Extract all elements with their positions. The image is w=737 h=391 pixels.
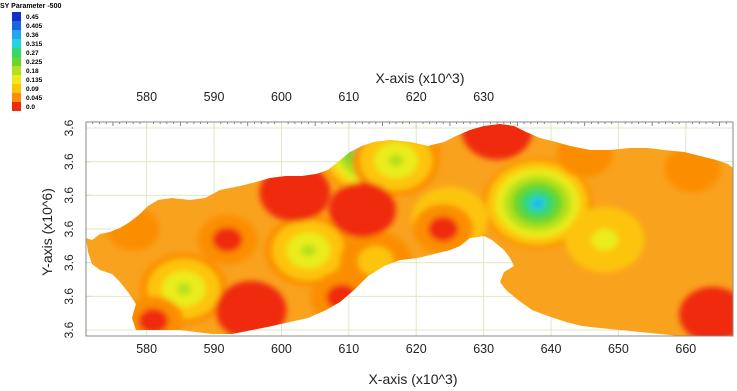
legend-swatch bbox=[12, 48, 21, 57]
x-tick-label-top: 610 bbox=[338, 90, 359, 104]
legend-label: 0.09 bbox=[26, 86, 39, 93]
contour-low-ring bbox=[120, 218, 147, 240]
legend-swatch bbox=[12, 102, 21, 111]
legend-label: 0.315 bbox=[26, 41, 43, 48]
x-axis-title-bottom: X-axis (x10^3) bbox=[368, 371, 457, 387]
x-tick-label-bottom: 640 bbox=[541, 342, 562, 356]
x-tick-label-bottom: 610 bbox=[338, 342, 359, 356]
y-axis-title: Y-axis (x10^6) bbox=[39, 188, 55, 276]
y-tick-label: 3.6 bbox=[62, 254, 76, 271]
x-tick-label-top: 590 bbox=[204, 90, 225, 104]
y-tick-label: 3.6 bbox=[62, 153, 76, 170]
contour-low-ring bbox=[326, 284, 358, 311]
x-tick-label-bottom: 620 bbox=[406, 342, 427, 356]
contour-high-ring bbox=[176, 282, 192, 295]
x-tick-label-top: 600 bbox=[271, 90, 292, 104]
contour-surface bbox=[86, 124, 733, 336]
x-tick-label-top: 580 bbox=[136, 90, 157, 104]
legend-label: 0.225 bbox=[26, 59, 43, 66]
legend-label: 0.0 bbox=[26, 104, 35, 111]
contour-high-ring bbox=[388, 154, 404, 167]
plot-frame bbox=[85, 121, 734, 337]
x-tick-label-bottom: 630 bbox=[473, 342, 494, 356]
axes: X-axis (x10^3) 580 590 600 610 620 630 580 590 60… bbox=[39, 70, 734, 387]
legend-label: 0.27 bbox=[26, 50, 39, 57]
legend-label: 0.135 bbox=[26, 77, 43, 84]
x-tick-label-bottom: 600 bbox=[271, 342, 292, 356]
contour-low-ring bbox=[277, 177, 313, 208]
contour-high-ring bbox=[357, 246, 394, 277]
contour-low-ring bbox=[138, 308, 169, 334]
x-tick-label-top: 620 bbox=[406, 90, 427, 104]
x-tick-label-bottom: 660 bbox=[675, 342, 696, 356]
contour-low-ring bbox=[428, 216, 459, 242]
contour-low-ring bbox=[695, 300, 730, 329]
legend-label: 0.18 bbox=[26, 68, 39, 75]
legend-swatch bbox=[12, 57, 21, 66]
contour-low-ring bbox=[678, 157, 707, 181]
legend-swatch bbox=[12, 84, 21, 93]
contour-high-ring bbox=[533, 199, 542, 207]
contour-low-ring bbox=[233, 295, 269, 325]
legend-swatch bbox=[12, 66, 21, 75]
legend-swatch bbox=[12, 30, 21, 39]
y-tick-label: 3.6 bbox=[62, 220, 76, 237]
contour-high-ring bbox=[591, 228, 619, 251]
legend-swatch bbox=[12, 21, 21, 30]
legend-label: 0.45 bbox=[26, 14, 39, 21]
x-tick-label-top: 630 bbox=[473, 90, 494, 104]
contour-low-ring bbox=[212, 227, 243, 253]
legend-label: 0.045 bbox=[26, 95, 43, 102]
y-tick-label: 3.6 bbox=[62, 119, 76, 136]
x-axis-title-top: X-axis (x10^3) bbox=[375, 70, 464, 86]
contour-low-ring bbox=[345, 195, 380, 224]
legend-swatch bbox=[12, 93, 21, 102]
legend-swatch bbox=[12, 75, 21, 84]
legend-swatch bbox=[12, 39, 21, 48]
legend-title: SY Parameter -500 bbox=[0, 3, 61, 10]
legend-label: 0.36 bbox=[26, 32, 39, 39]
x-tick-label-bottom: 650 bbox=[608, 342, 629, 356]
legend-label: 0.405 bbox=[26, 23, 43, 30]
legend-swatch bbox=[12, 12, 21, 21]
contour-low-ring bbox=[570, 142, 599, 166]
color-legend: SY Parameter -500 0.45 0.405 0.36 0.315 0.27 0… bbox=[0, 3, 61, 111]
y-tick-label: 3.6 bbox=[62, 288, 76, 305]
contour-high-ring bbox=[301, 244, 316, 257]
x-tick-label-bottom: 590 bbox=[204, 342, 225, 356]
x-tick-label-bottom: 580 bbox=[136, 342, 157, 356]
y-tick-label: 3.6 bbox=[62, 187, 76, 204]
y-tick-label: 3.6 bbox=[62, 321, 76, 338]
contour-low-ring bbox=[479, 124, 515, 146]
